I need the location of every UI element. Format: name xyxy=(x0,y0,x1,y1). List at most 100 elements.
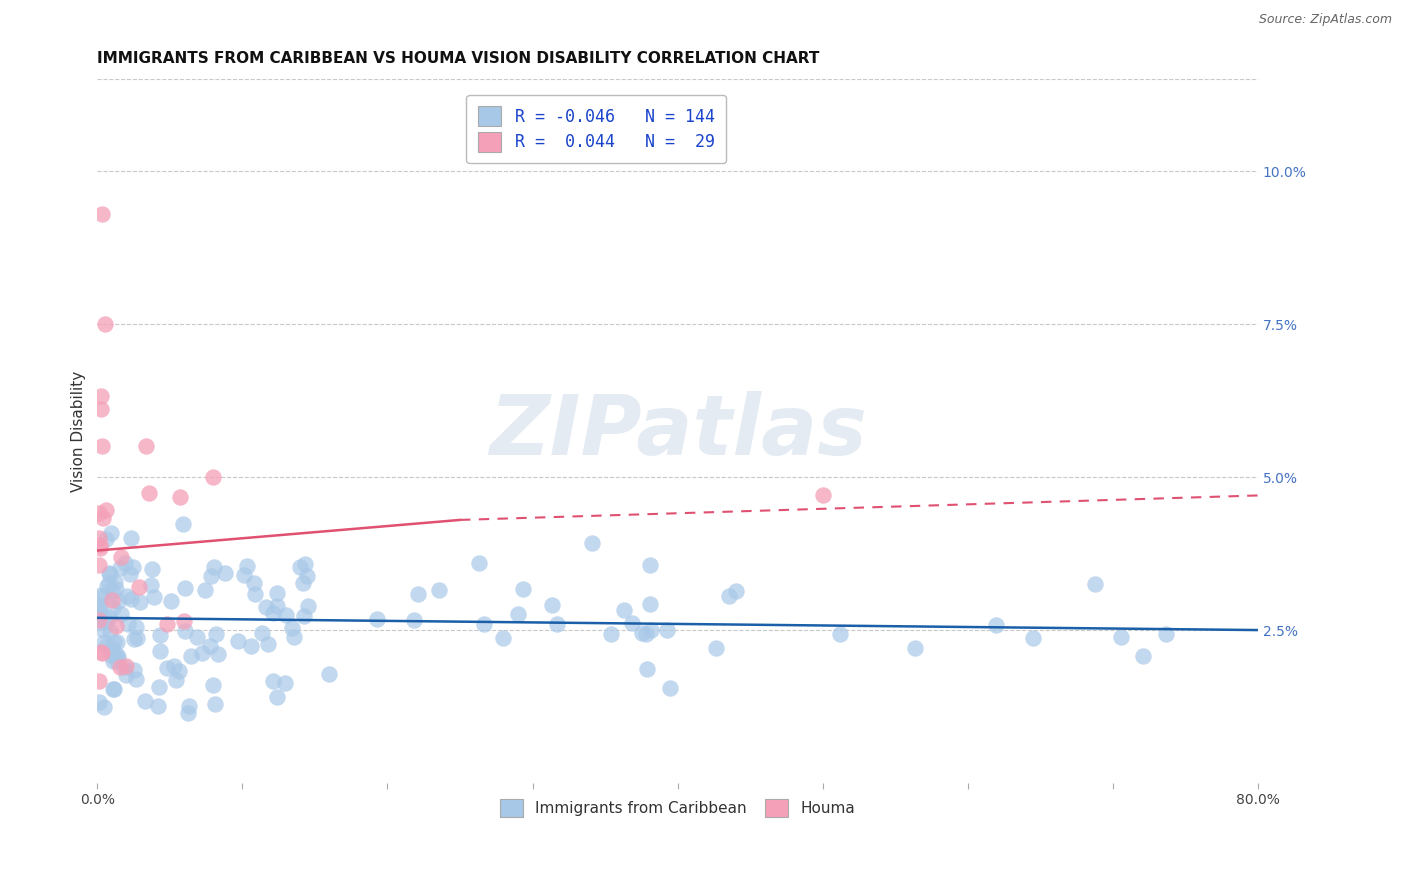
Point xyxy=(90,645,112,659)
Point xyxy=(262,674,284,689)
Point xyxy=(114,556,136,570)
Point xyxy=(294,557,316,571)
Point xyxy=(427,583,450,598)
Point xyxy=(621,615,644,630)
Point xyxy=(122,663,145,677)
Point xyxy=(706,641,728,656)
Point xyxy=(98,566,121,580)
Point xyxy=(242,576,264,591)
Point xyxy=(276,607,298,622)
Point xyxy=(117,617,139,632)
Point xyxy=(600,627,623,641)
Point xyxy=(100,525,122,540)
Point xyxy=(105,654,128,668)
Point xyxy=(200,569,222,583)
Point xyxy=(179,698,201,713)
Point xyxy=(105,635,128,649)
Point xyxy=(105,648,128,663)
Point xyxy=(266,599,288,613)
Point xyxy=(108,561,131,575)
Point xyxy=(104,582,127,596)
Point xyxy=(198,639,221,653)
Point xyxy=(173,615,195,629)
Point xyxy=(89,605,111,619)
Point xyxy=(295,569,318,583)
Point xyxy=(506,607,529,622)
Point xyxy=(640,623,662,637)
Point xyxy=(636,627,658,641)
Point xyxy=(202,678,225,692)
Point xyxy=(101,640,124,655)
Point xyxy=(100,643,122,657)
Point xyxy=(638,597,661,611)
Point xyxy=(90,402,112,417)
Point xyxy=(94,533,117,547)
Point xyxy=(214,566,236,580)
Point xyxy=(257,637,280,651)
Point xyxy=(87,602,110,616)
Point xyxy=(121,560,143,574)
Point xyxy=(96,639,118,653)
Point xyxy=(125,672,148,686)
Point xyxy=(87,695,110,709)
Point xyxy=(107,649,129,664)
Point xyxy=(100,648,122,663)
Point xyxy=(112,660,135,674)
Point xyxy=(492,631,515,645)
Point xyxy=(204,697,226,711)
Point xyxy=(283,630,305,644)
Point xyxy=(640,558,662,572)
Point xyxy=(90,389,112,403)
Point xyxy=(657,623,679,637)
Point xyxy=(146,699,169,714)
Point xyxy=(239,639,262,653)
Point xyxy=(107,594,129,608)
Point xyxy=(97,576,120,591)
Point xyxy=(89,537,111,551)
Point xyxy=(135,439,157,453)
Point xyxy=(366,612,388,626)
Point xyxy=(115,659,138,673)
Point xyxy=(138,486,160,500)
Point xyxy=(143,590,166,604)
Point xyxy=(93,317,115,331)
Point xyxy=(105,619,128,633)
Point xyxy=(1109,631,1132,645)
Point xyxy=(202,470,225,484)
Point xyxy=(630,625,652,640)
Point xyxy=(128,580,150,594)
Point xyxy=(94,615,117,629)
Point xyxy=(101,601,124,615)
Text: Source: ZipAtlas.com: Source: ZipAtlas.com xyxy=(1258,13,1392,27)
Point xyxy=(103,681,125,696)
Point xyxy=(128,595,150,609)
Point xyxy=(101,592,124,607)
Point xyxy=(292,575,315,590)
Point xyxy=(254,600,277,615)
Point xyxy=(87,506,110,520)
Point xyxy=(125,631,148,645)
Point xyxy=(173,581,195,595)
Point xyxy=(468,557,491,571)
Point xyxy=(194,582,217,597)
Point xyxy=(236,558,259,573)
Point xyxy=(512,582,534,597)
Point xyxy=(546,616,568,631)
Point xyxy=(103,634,125,648)
Point xyxy=(406,587,429,601)
Point xyxy=(90,647,112,661)
Point xyxy=(115,668,138,682)
Point xyxy=(98,566,121,581)
Point xyxy=(636,663,658,677)
Point xyxy=(91,511,114,525)
Point xyxy=(176,706,198,720)
Point xyxy=(207,647,229,661)
Point xyxy=(191,646,214,660)
Point xyxy=(110,549,132,564)
Point xyxy=(115,589,138,603)
Point xyxy=(90,438,112,452)
Text: IMMIGRANTS FROM CARIBBEAN VS HOUMA VISION DISABILITY CORRELATION CHART: IMMIGRANTS FROM CARIBBEAN VS HOUMA VISIO… xyxy=(97,51,820,66)
Point xyxy=(811,488,834,502)
Point xyxy=(101,584,124,599)
Y-axis label: Vision Disability: Vision Disability xyxy=(72,370,86,491)
